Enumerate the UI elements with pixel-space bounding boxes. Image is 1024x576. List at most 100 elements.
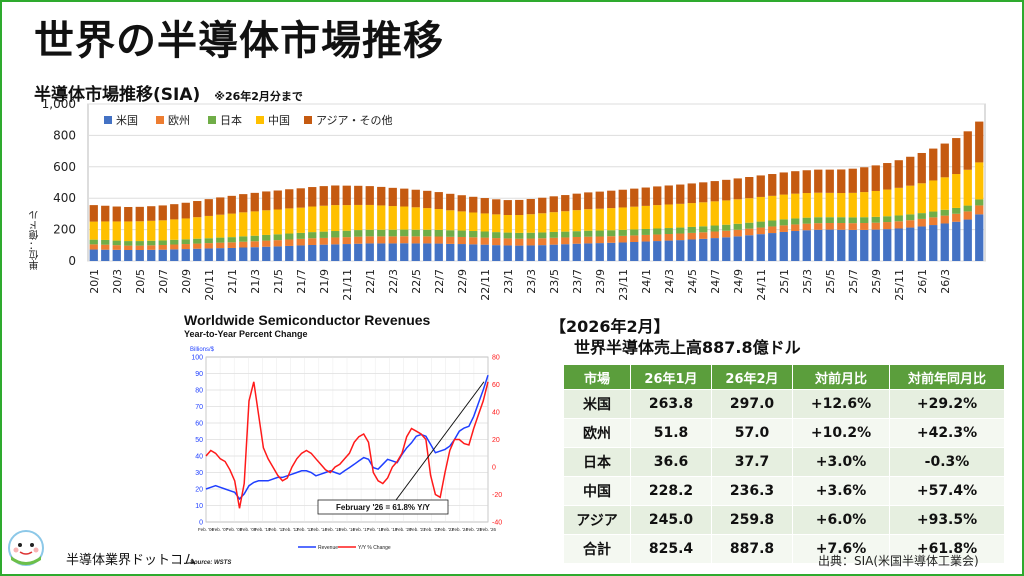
x-tick-label: 22/3 (387, 269, 400, 294)
bar-segment-japan (181, 239, 190, 245)
bar-segment-japan (216, 237, 225, 243)
table-cell: -0.3% (889, 447, 1005, 477)
bar-segment-china (135, 221, 144, 242)
x-tick-label: 26/1 (916, 269, 929, 294)
bar-segment-china (653, 205, 662, 229)
wsts-annotation-text: February '26 = 61.8% Y/Y (336, 503, 431, 512)
bar-segment-europe (469, 237, 478, 245)
bar-segment-china (561, 211, 570, 232)
table-cell: +6.0% (792, 505, 890, 535)
bar-segment-china (492, 214, 501, 233)
bar-segment-us (618, 242, 627, 261)
bar-segment-europe (124, 245, 133, 251)
bar-segment-japan (825, 217, 834, 224)
bar-segment-europe (779, 225, 788, 232)
wsts-legend-label: Y/Y % Change (358, 545, 391, 551)
bar-segment-europe (526, 238, 535, 246)
y-tick-label: 600 (53, 160, 76, 174)
wsts-ylabel: Billions/$ (190, 347, 215, 353)
table-cell: 36.6 (630, 447, 712, 477)
legend-label: 欧州 (168, 114, 190, 127)
bar-segment-europe (641, 234, 650, 242)
wsts-y2-tick: 80 (492, 355, 500, 362)
bar-segment-china (641, 205, 650, 229)
bar-segment-china (814, 192, 823, 218)
legend-label: 米国 (116, 114, 138, 127)
bar-segment-asia (768, 174, 777, 196)
table-body: 米国 263.8 297.0 +12.6% +29.2% 欧州 51.8 57.0 +10.2%… (563, 389, 1005, 564)
bar-segment-asia (135, 206, 144, 222)
bar-segment-asia (848, 168, 857, 193)
bar-segment-china (768, 195, 777, 221)
wsts-y2-tick: 40 (492, 410, 500, 417)
bar-segment-japan (101, 239, 110, 245)
x-tick-label: 22/7 (433, 269, 446, 294)
bar-segment-asia (342, 185, 351, 206)
bar-segment-us (917, 226, 926, 261)
x-tick-label: 22/5 (410, 269, 423, 294)
bar-segment-us (848, 229, 857, 261)
bar-segment-asia (963, 131, 972, 170)
bar-segment-europe (549, 237, 558, 245)
bar-segment-asia (710, 181, 719, 202)
bar-segment-china (963, 169, 972, 206)
bar-segment-asia (204, 199, 213, 216)
bar-segment-japan (457, 230, 466, 237)
chart-note: ※26年2月分まで (214, 90, 303, 103)
bar-segment-europe (354, 236, 363, 244)
bar-segment-japan (273, 234, 282, 241)
bar-segment-us (135, 250, 144, 261)
bar-segment-japan (584, 230, 593, 237)
bar-segment-japan (434, 229, 443, 237)
bar-segment-asia (699, 182, 708, 203)
bar-segment-japan (664, 228, 673, 234)
bar-segment-china (584, 209, 593, 231)
bar-segment-china (860, 192, 869, 218)
bar-segment-europe (342, 237, 351, 245)
bar-segment-us (296, 245, 305, 261)
bar-segment-europe (135, 245, 144, 251)
x-tick-label: 23/1 (502, 269, 515, 294)
bar-segment-us (342, 244, 351, 261)
wsts-y-tick: 10 (195, 503, 203, 510)
bar-segment-europe (319, 237, 328, 245)
bar-segment-us (653, 241, 662, 261)
wsts-x-tick: Feb. '14 (311, 527, 328, 532)
bar-segment-europe (158, 244, 167, 250)
bar-segment-europe (285, 239, 294, 246)
bar-segment-asia (607, 190, 616, 209)
wsts-x-tick: Feb. '11 (269, 527, 285, 532)
table-row: 日本 36.6 37.7 +3.0% -0.3% (563, 447, 1005, 477)
bar-segment-europe (837, 223, 846, 230)
x-tick-label: 24/9 (732, 269, 745, 294)
bar-segment-us (227, 247, 236, 261)
wsts-x-tick: Feb. '13 (297, 527, 314, 532)
table-cell: 米国 (563, 389, 631, 419)
bar-segment-europe (273, 240, 282, 247)
bar-segment-china (319, 205, 328, 232)
table-cell: アジア (563, 505, 631, 535)
wsts-y2-tick: -20 (492, 492, 502, 499)
bar-segment-china (779, 194, 788, 220)
x-tick-label: 20/1 (88, 269, 101, 294)
x-tick-label: 20/11 (203, 269, 216, 300)
x-tick-label: 23/5 (548, 269, 561, 294)
table-header-cell: 市場 (563, 364, 631, 390)
bar-segment-europe (630, 235, 639, 243)
bar-segment-japan (124, 241, 133, 246)
bar-segment-us (101, 249, 110, 261)
bar-segment-china (549, 212, 558, 232)
bar-segment-japan (319, 231, 328, 238)
bar-segment-japan (112, 240, 121, 246)
bar-segment-asia (975, 121, 984, 163)
bar-segment-asia (929, 148, 938, 181)
bar-segment-europe (848, 223, 857, 230)
bar-segment-japan (469, 231, 478, 238)
bar-segment-us (89, 249, 98, 261)
bar-segment-asia (756, 175, 765, 197)
bar-segment-us (549, 244, 558, 261)
x-tick-label: 24/11 (755, 269, 768, 300)
bar-segment-japan (768, 220, 777, 227)
bar-segment-us (434, 243, 443, 261)
bar-segment-us (147, 249, 156, 261)
